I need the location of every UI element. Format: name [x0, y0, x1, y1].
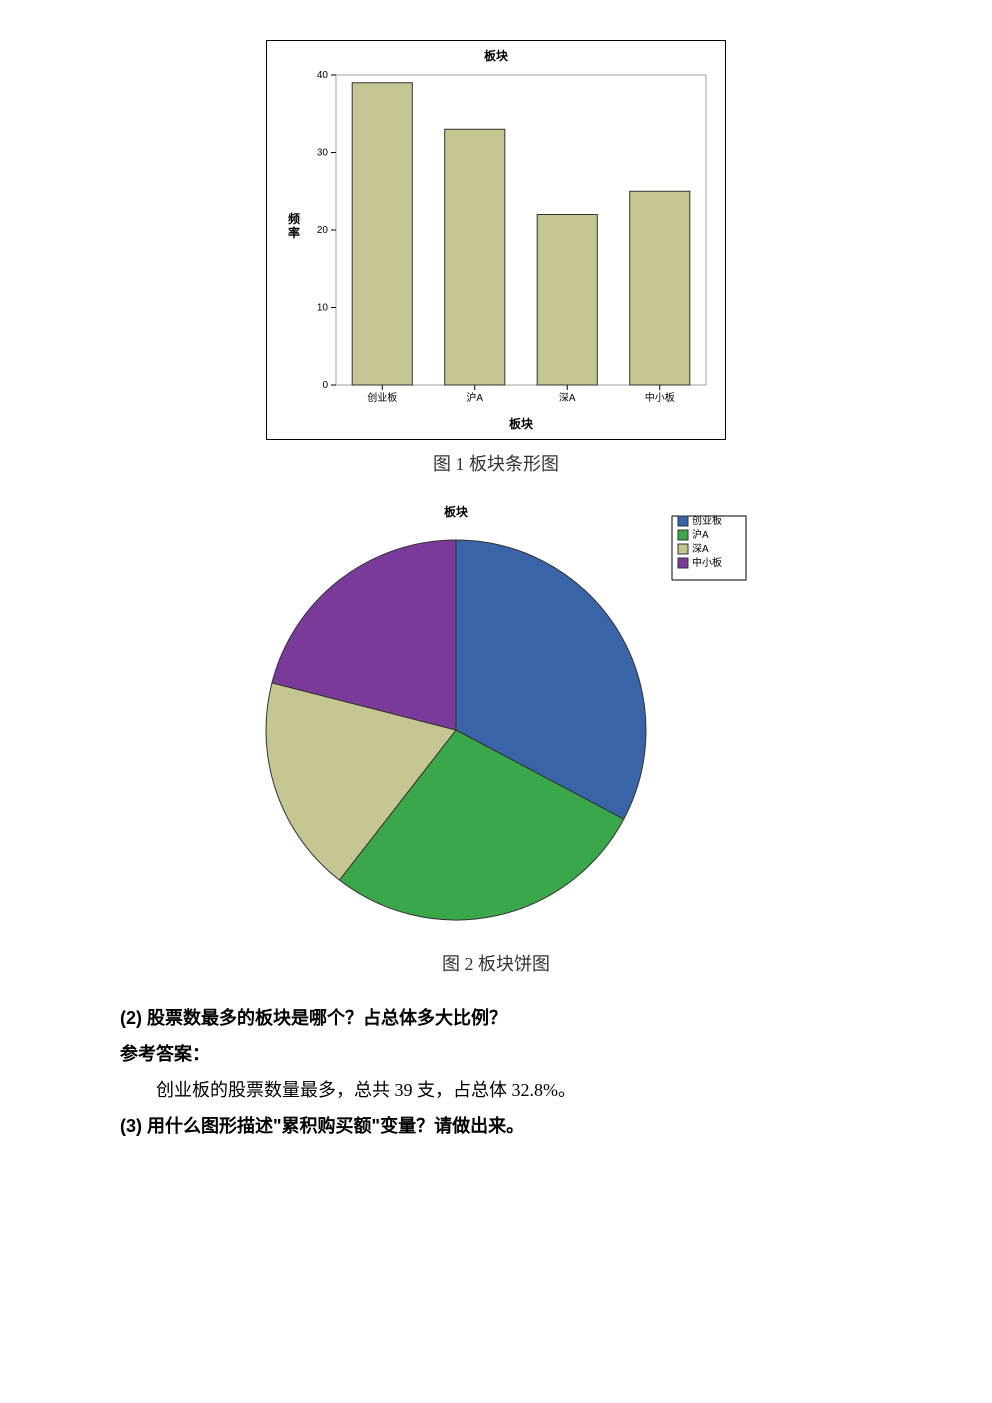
svg-text:中小板: 中小板: [645, 391, 675, 404]
svg-text:板块: 板块: [444, 504, 469, 519]
question-answer-block: (2) 股票数最多的板块是哪个？占总体多大比例？ 参考答案： 创业板的股票数量最…: [120, 1000, 872, 1144]
figure1-caption: 图 1 板块条形图: [120, 450, 872, 476]
bar-chart-container: 板块010203040频率创业板沪A深A中小板板块: [120, 40, 872, 440]
page: 板块010203040频率创业板沪A深A中小板板块 图 1 板块条形图 板块创业…: [0, 0, 992, 1224]
question-3: (3) 用什么图形描述"累积购买额"变量？请做出来。: [120, 1108, 872, 1144]
answer-label: 参考答案：: [120, 1036, 872, 1072]
pie-chart-container: 板块创业板沪A 深A中小板: [120, 500, 872, 940]
svg-text:沪A: 沪A: [692, 528, 709, 541]
svg-text:20: 20: [317, 225, 329, 236]
svg-text:沪A: 沪A: [466, 391, 483, 404]
svg-text:创业板: 创业板: [692, 514, 722, 527]
svg-text:深A: 深A: [692, 543, 709, 555]
svg-text:板块: 板块: [484, 48, 509, 63]
svg-text:10: 10: [317, 303, 329, 314]
svg-text:0: 0: [322, 380, 328, 391]
svg-text:频率: 频率: [288, 211, 300, 240]
svg-text:创业板: 创业板: [367, 391, 397, 404]
svg-text:40: 40: [317, 70, 329, 81]
figure2-caption: 图 2 板块饼图: [120, 950, 872, 976]
svg-text:中小板: 中小板: [692, 556, 722, 569]
bar-chart: 板块010203040频率创业板沪A深A中小板板块: [266, 40, 726, 440]
answer-text: 创业板的股票数量最多，总共 39 支，占总体 32.8%。: [120, 1072, 872, 1108]
svg-text:深A: 深A: [559, 392, 576, 404]
svg-text:30: 30: [317, 148, 329, 159]
pie-chart: 板块创业板沪A 深A中小板: [236, 500, 756, 940]
svg-text:板块: 板块: [509, 416, 534, 431]
question-2: (2) 股票数最多的板块是哪个？占总体多大比例？: [120, 1000, 872, 1036]
